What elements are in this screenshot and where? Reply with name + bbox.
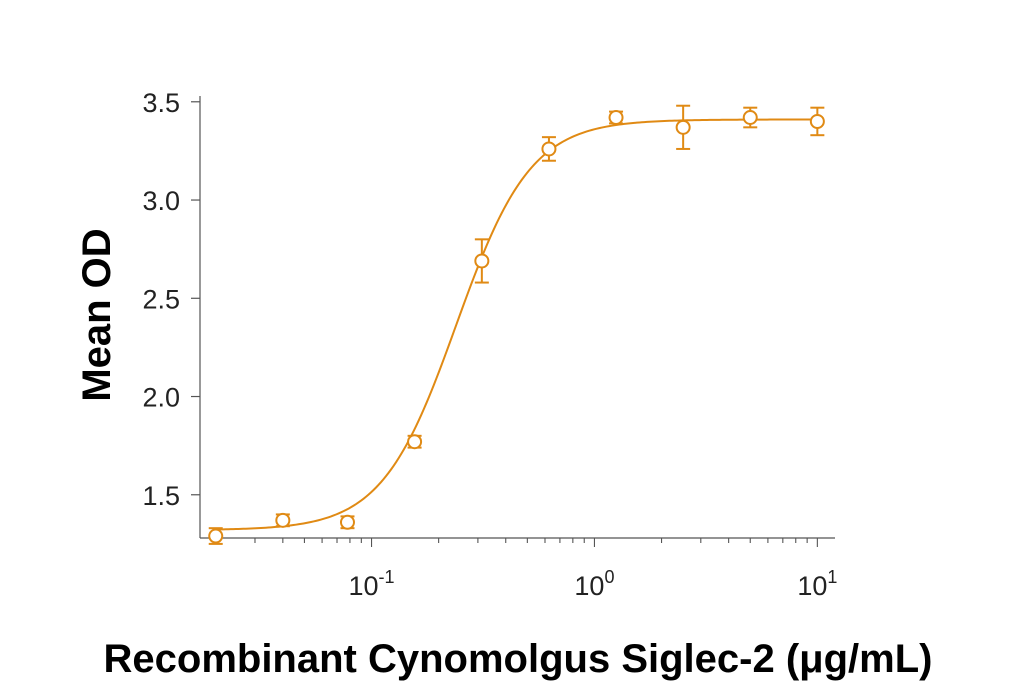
x-tick-label: 101 [797, 567, 837, 601]
point-marker [208, 528, 224, 544]
y-tick-label: 1.5 [142, 481, 180, 511]
fit-curve-layer [215, 118, 818, 531]
data-point [608, 110, 624, 126]
point-marker [608, 110, 624, 126]
y-tick-label: 3.0 [142, 186, 180, 216]
y-tick-label: 2.5 [142, 284, 180, 314]
fit-curve [215, 118, 818, 531]
data-point [407, 434, 423, 450]
x-axis-ticks: 10-1 100 101 [215, 538, 837, 601]
data-point [541, 136, 557, 162]
point-marker [474, 253, 490, 269]
data-point [809, 106, 825, 137]
data-point [275, 512, 291, 528]
y-tick-label: 2.0 [142, 383, 180, 413]
x-tick-label: 100 [574, 567, 614, 601]
data-point [675, 104, 691, 150]
y-tick-label: 3.5 [142, 88, 180, 118]
point-marker [275, 512, 291, 528]
x-tick-label: 10-1 [349, 567, 395, 601]
point-marker [339, 514, 355, 530]
data-point [208, 527, 224, 545]
point-marker [407, 434, 423, 450]
grid-and-axes: 1.5 2.0 2.5 3.0 3.5 10-1 100 101 [142, 88, 837, 601]
data-point [339, 514, 355, 530]
data-points-layer [208, 104, 825, 545]
x-axis-title: Recombinant Cynomolgus Siglec-2 (μg/mL) [104, 637, 933, 681]
y-axis-title: Mean OD [75, 228, 119, 401]
data-point [474, 238, 490, 284]
point-marker [541, 141, 557, 157]
point-marker [675, 119, 691, 135]
point-marker [809, 113, 825, 129]
data-point [742, 106, 758, 129]
y-axis-ticks: 1.5 2.0 2.5 3.0 3.5 [142, 88, 200, 511]
point-marker [742, 110, 758, 126]
